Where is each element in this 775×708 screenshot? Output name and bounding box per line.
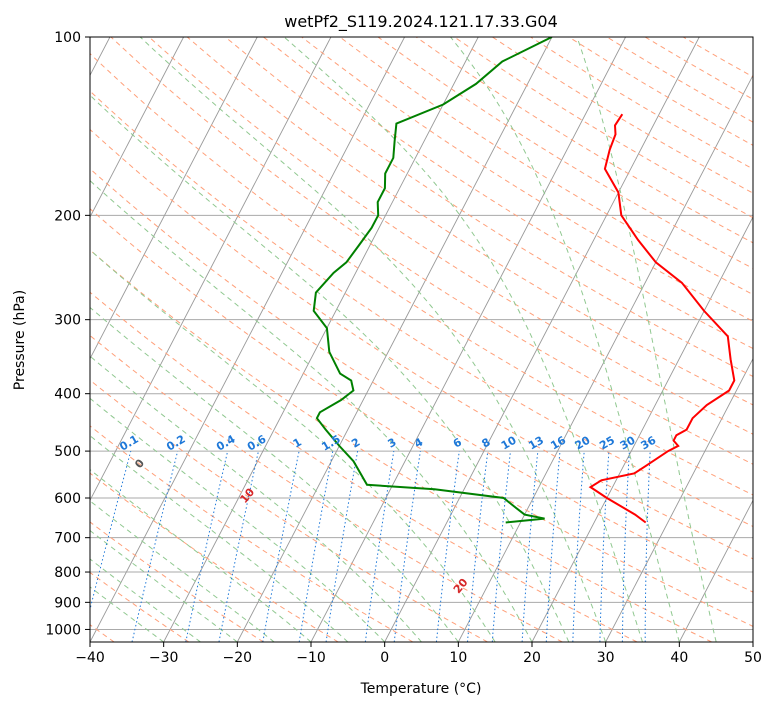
temperature-profile-line	[588, 113, 736, 524]
mixing-ratio-line	[435, 451, 460, 642]
dry-adiabat-line	[90, 379, 488, 642]
y-tick-label: 700	[54, 531, 81, 547]
axis-ticks: −40 −30 −20 −10 0 10 20 30 40 50 100 200 300 400 500 60…	[45, 30, 762, 666]
moist-adiabat-line	[90, 435, 349, 642]
moist-adiabat-line	[90, 94, 570, 642]
x-axis-label: Temperature (°C)	[360, 681, 482, 697]
isotherm-line	[90, 37, 258, 360]
isotherm-line	[605, 357, 753, 642]
dry-adiabat-line	[90, 52, 753, 496]
y-tick-label: 900	[54, 595, 81, 611]
dry-adiabat-line	[90, 249, 712, 642]
dry-adiabat-line	[148, 37, 753, 435]
mixing-ratio-line	[131, 450, 179, 642]
moist-adiabat-line	[90, 249, 496, 642]
dry-adiabat-line	[90, 168, 753, 593]
x-tick-label: −20	[223, 650, 253, 666]
mixing-ratio-line	[90, 450, 132, 612]
x-tick-label: 20	[523, 650, 541, 666]
y-tick-label: 500	[54, 444, 81, 460]
moist-adiabat-line	[139, 37, 607, 642]
dry-adiabat-line	[90, 334, 563, 642]
dewpoint-profile-line	[312, 37, 553, 524]
dry-adiabat-line	[90, 425, 414, 642]
x-tick-label: −40	[75, 650, 105, 666]
mixing-ratio-line	[185, 450, 229, 642]
isotherm-line	[90, 37, 332, 502]
y-tick-label: 600	[54, 491, 81, 507]
y-tick-label: 1000	[45, 622, 81, 638]
mixing-ratio-line	[491, 451, 511, 642]
background-lines	[90, 37, 753, 642]
chart-title: wetPf2_S119.2024.121.17.33.G04	[284, 12, 558, 32]
isotherm-line	[457, 74, 753, 642]
y-tick-label: 400	[54, 387, 81, 403]
y-tick-label: 800	[54, 565, 81, 581]
mixing-ratio-line	[393, 451, 421, 642]
plot-frame	[89, 36, 754, 643]
moist-adiabat-line	[90, 355, 422, 642]
isotherm-line	[236, 37, 553, 642]
profile-lines	[312, 37, 736, 524]
mixing-ratio-line	[364, 451, 395, 642]
moist-adiabat-line	[90, 179, 533, 642]
isotherm-line	[163, 37, 479, 642]
y-tick-label: 300	[54, 313, 81, 329]
y-tick-label: 200	[54, 208, 81, 224]
isotherm-line	[90, 37, 184, 218]
isotherm-line	[384, 37, 700, 642]
isotherm-line	[531, 216, 753, 642]
moist-adiabat-line	[90, 468, 312, 642]
x-tick-label: 0	[380, 650, 389, 666]
mixing-ratio-line	[521, 451, 539, 642]
y-tick-label: 100	[54, 30, 81, 46]
y-axis-label: Pressure (hPa)	[12, 290, 28, 390]
x-tick-label: 40	[670, 650, 688, 666]
dry-adiabat-line	[90, 571, 190, 642]
x-tick-label: 10	[449, 650, 467, 666]
x-tick-label: 50	[744, 650, 762, 666]
x-tick-label: 30	[597, 650, 615, 666]
x-tick-label: −10	[296, 650, 326, 666]
dry-adiabat-line	[90, 291, 638, 642]
dry-adiabat-line	[301, 37, 753, 322]
dry-adiabat-line	[90, 521, 264, 642]
isotherm-line	[678, 499, 753, 642]
dry-adiabat-line	[224, 37, 753, 377]
x-tick-label: −30	[149, 650, 179, 666]
